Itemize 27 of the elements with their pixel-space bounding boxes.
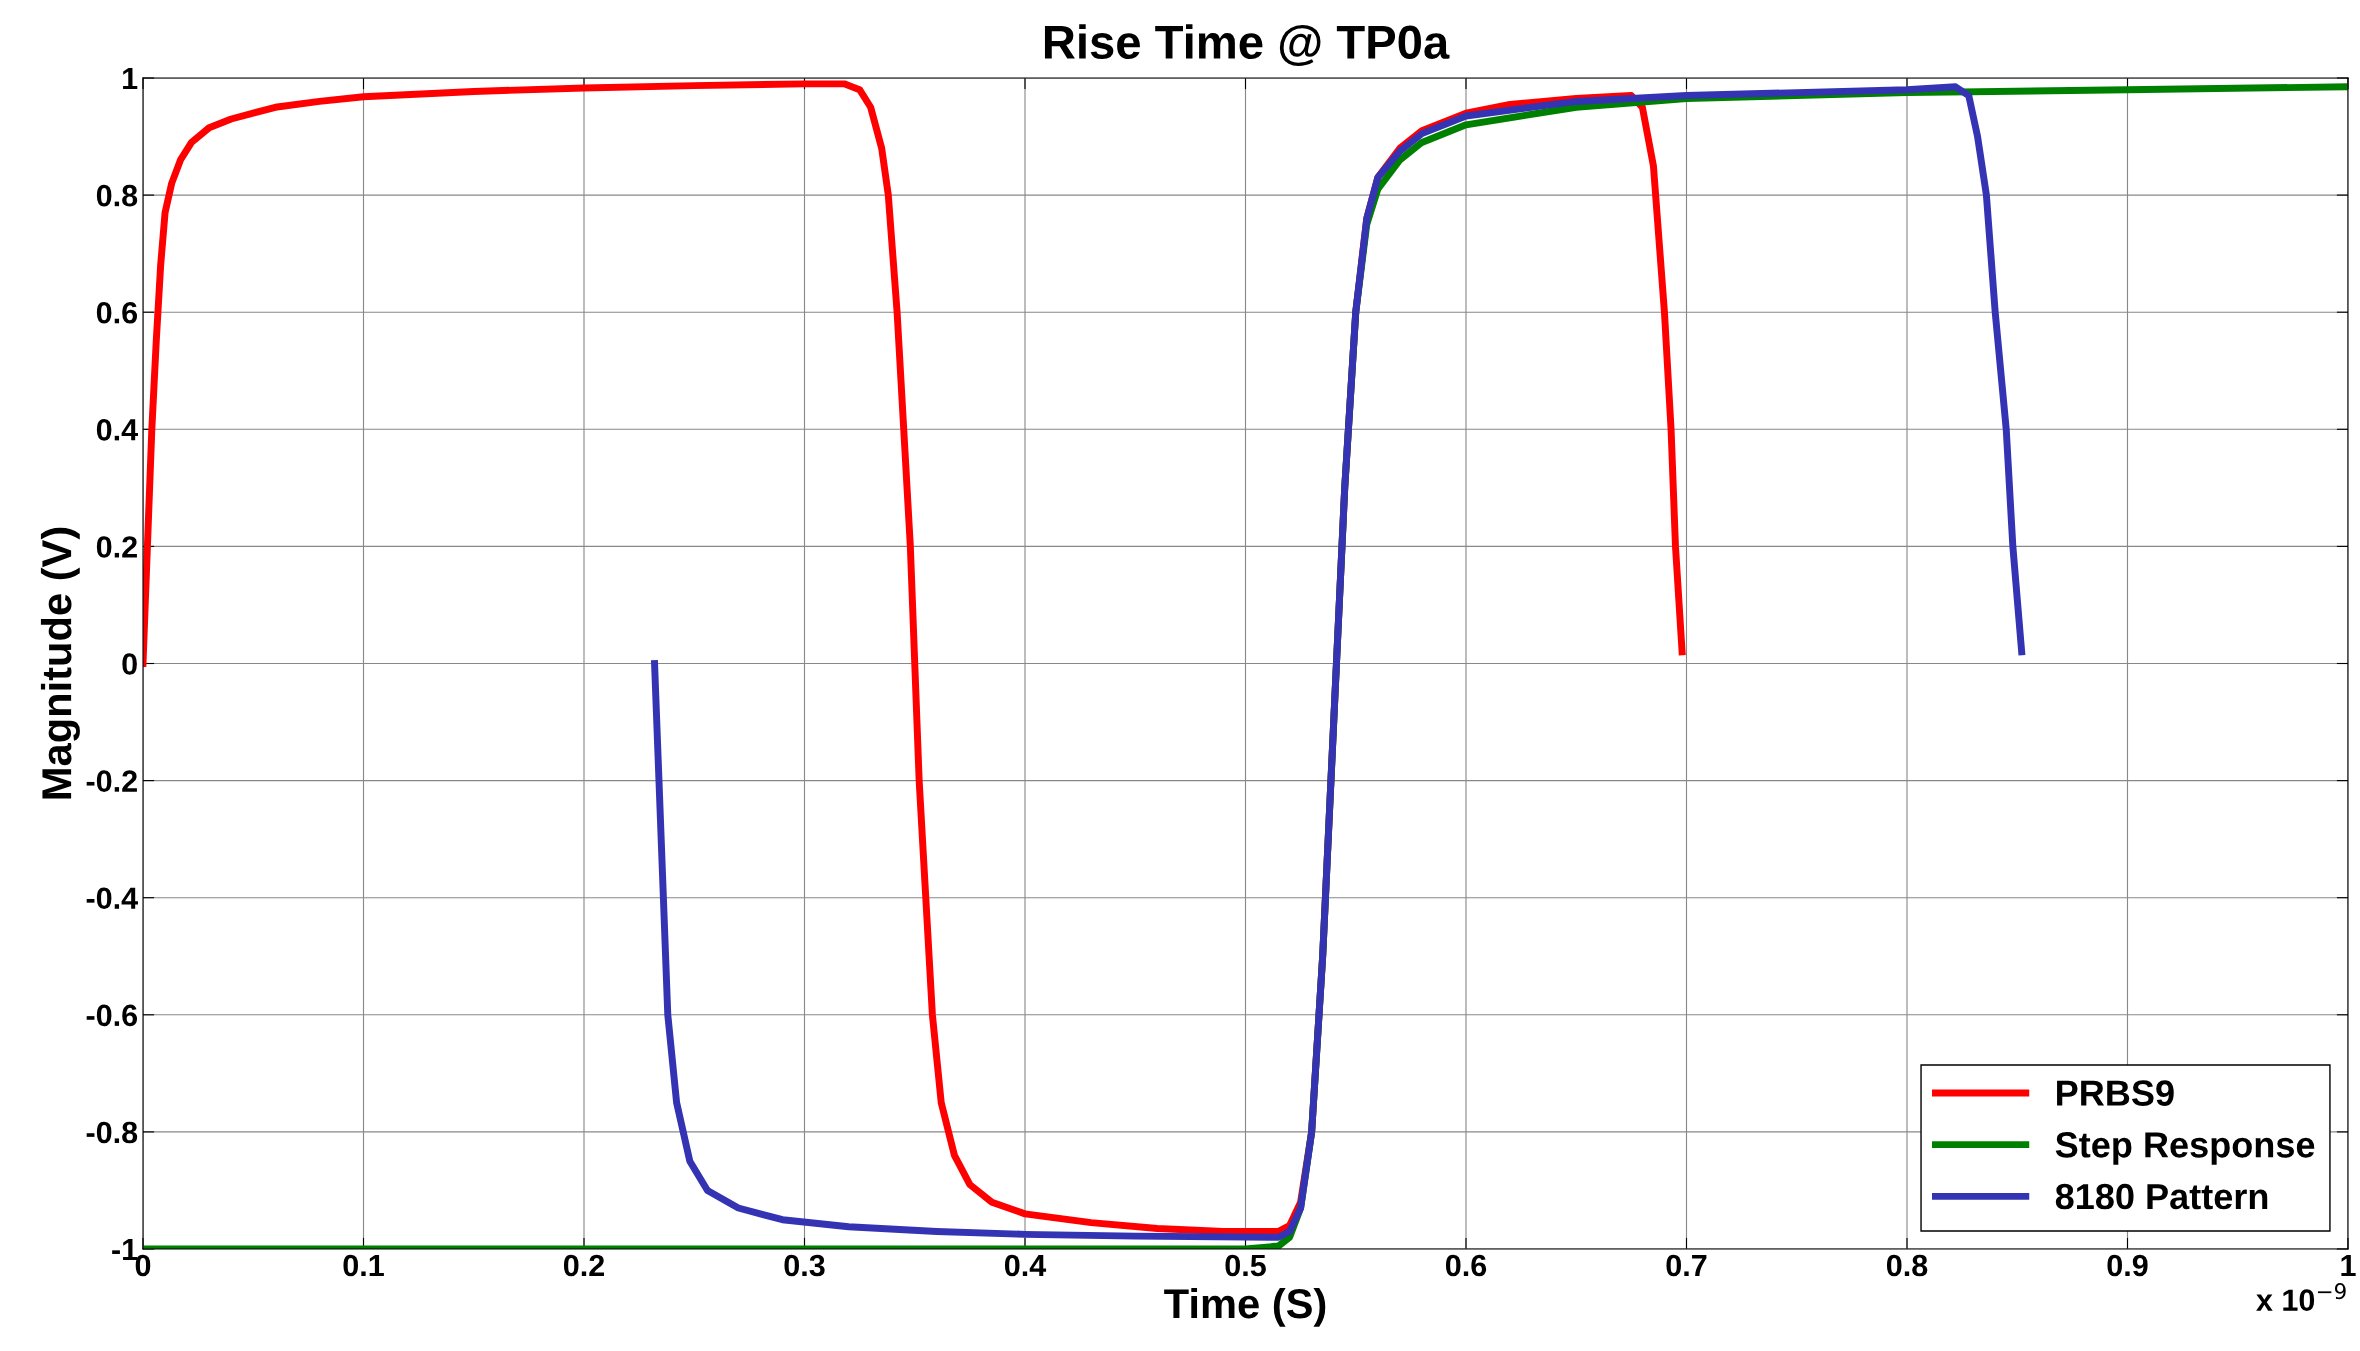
y-tick-label: -0.8: [86, 1121, 138, 1144]
x-tick-label: 0.2: [563, 1254, 605, 1277]
y-tick-label: -0.4: [86, 887, 138, 910]
y-tick-label: 0.6: [96, 301, 138, 324]
x-axis-title: Time (S): [1164, 1287, 1326, 1327]
y-tick-label: 1: [123, 68, 138, 90]
y-tick-label: 0.4: [96, 419, 138, 441]
y-axis-title: Magnitude (V): [40, 527, 80, 799]
y-tick-label: 0.2: [96, 536, 137, 558]
chart-title: Rise Time @ TP0a: [1044, 24, 1450, 67]
legend-label: 8180 Pattern: [2055, 1183, 2268, 1210]
x-tick-label: 0.8: [1886, 1254, 1928, 1277]
y-tick-label: 0.8: [96, 184, 138, 207]
legend-label: Step Response: [2055, 1132, 2315, 1165]
y-tick-label: -0.2: [86, 770, 137, 792]
x-tick-label: 0.4: [1004, 1254, 1047, 1277]
x-tick-label: 0.9: [2107, 1254, 2148, 1277]
x-tick-label: 0.3: [784, 1254, 825, 1277]
text: x 10$^{−9}$: [2256, 1283, 2346, 1311]
legend-label: PRBS9: [2057, 1080, 2174, 1106]
x-tick-label: 0.6: [1445, 1254, 1487, 1277]
x-tick-label: 0.7: [1666, 1254, 1707, 1277]
x-tick-label: 0.5: [1225, 1254, 1266, 1277]
x-tick-label: 1: [2341, 1254, 2356, 1276]
x-tick-label: 0.1: [343, 1254, 384, 1277]
y-tick-label: -0.6: [86, 1004, 138, 1027]
y-tick-label: 0: [122, 653, 137, 675]
